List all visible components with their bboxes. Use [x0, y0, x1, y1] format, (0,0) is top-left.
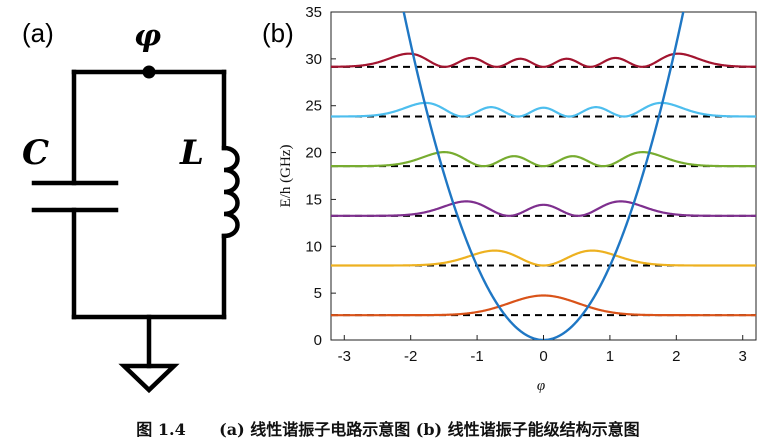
x-tick-label: -3	[338, 348, 351, 365]
wavefunction-curve	[331, 200, 756, 217]
x-tick-label: 3	[739, 348, 747, 365]
wavefunction-curve	[331, 249, 756, 267]
y-tick-label: 10	[305, 238, 322, 255]
wavefunction-curve	[331, 52, 756, 68]
capacitor-label: C	[22, 133, 49, 173]
y-tick-label: 0	[314, 332, 322, 349]
y-tick-label: 25	[305, 98, 322, 115]
wavefunction-curve	[331, 101, 756, 118]
x-tick-label: -1	[470, 348, 483, 365]
y-tick-label: 20	[305, 145, 322, 162]
x-tick-label: 1	[606, 348, 614, 365]
node-phi-label: φ	[134, 19, 161, 54]
figure-caption: 图 1.4 (a) 线性谐振子电路示意图 (b) 线性谐振子能级结构示意图	[136, 420, 640, 439]
node-dot	[142, 65, 156, 79]
plot-frame	[330, 11, 757, 341]
ground-icon	[118, 363, 180, 394]
panel-a-label: (a)	[22, 18, 54, 48]
y-tick-label: 5	[314, 285, 322, 302]
circuit-panel: (a) φ C L	[22, 18, 240, 394]
y-tick-label: 30	[305, 51, 322, 68]
y-tick-label: 15	[305, 191, 322, 208]
panel-b-label: (b)	[262, 18, 294, 48]
x-axis-label: φ	[537, 378, 545, 394]
x-tick-label: -2	[404, 348, 417, 365]
x-tick-label: 0	[539, 348, 547, 365]
wavefunction-curve	[331, 151, 756, 168]
y-tick-label: 35	[305, 4, 322, 21]
y-axis-label: E/h (GHz)	[278, 145, 294, 208]
wavefunction-curve	[331, 294, 756, 317]
x-tick-label: 2	[672, 348, 680, 365]
inductor-coil	[221, 145, 240, 239]
potential-curve	[402, 12, 685, 340]
inductor-label: L	[179, 133, 204, 173]
